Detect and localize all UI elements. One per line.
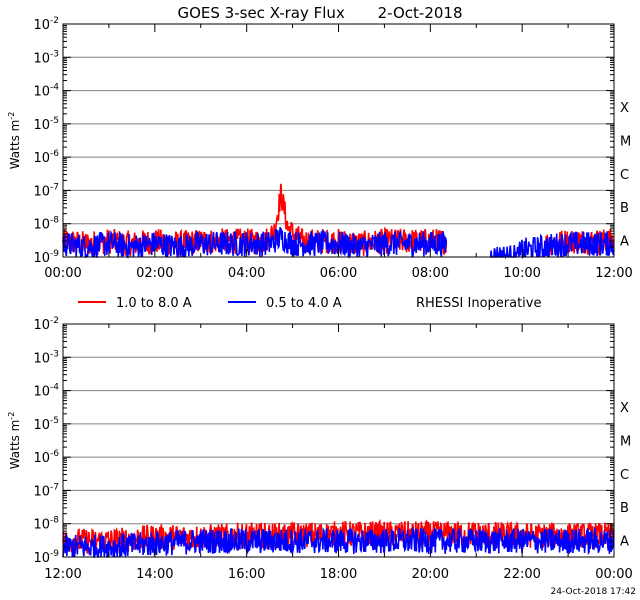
footer-timestamp: 24-Oct-2018 17:42	[551, 587, 636, 597]
x-tick-label: 06:00	[320, 266, 357, 281]
y-tick-exponent: -9	[50, 549, 59, 559]
x-tick-label: 16:00	[228, 567, 265, 582]
x-tick-label: 04:00	[228, 266, 265, 281]
y-tick-label: 10-5	[33, 116, 59, 133]
legend-label-long: 1.0 to 8.0 A	[116, 296, 192, 311]
x-tick-label: 12:00	[595, 266, 632, 281]
y-tick-label: 10-7	[33, 182, 59, 199]
y-tick-label: 10-3	[33, 49, 59, 66]
y-tick-label: 10-9	[33, 249, 59, 266]
y-tick-exponent: -3	[50, 349, 59, 359]
y-tick-mantissa: 10	[33, 18, 50, 33]
y-tick-exponent: -7	[50, 482, 59, 492]
flare-class-label: C	[620, 168, 629, 183]
y-axis-label-exponent: -2	[7, 412, 16, 420]
y-tick-mantissa: 10	[33, 184, 50, 199]
x-tick-label: 20:00	[412, 567, 449, 582]
y-tick-mantissa: 10	[33, 318, 50, 333]
y-tick-exponent: -9	[50, 249, 59, 259]
y-tick-exponent: -6	[50, 149, 59, 159]
y-tick-label: 10-4	[33, 383, 59, 400]
y-tick-exponent: -8	[50, 516, 59, 526]
x-tick-label: 12:00	[44, 567, 81, 582]
y-axis-label: Watts m-2	[7, 112, 22, 170]
y-tick-mantissa: 10	[33, 351, 50, 366]
legend-note: RHESSI Inoperative	[416, 296, 541, 311]
y-tick-label: 10-6	[33, 449, 59, 466]
plot-panel-bottom: 10-210-310-410-510-610-710-810-912:00 14:…	[7, 316, 633, 582]
x-tick-label: 10:00	[503, 266, 540, 281]
y-tick-label: 10-4	[33, 83, 59, 100]
flare-class-label: M	[620, 435, 631, 450]
y-tick-exponent: -6	[50, 449, 59, 459]
flare-class-label: X	[620, 101, 629, 116]
y-tick-label: 10-9	[33, 549, 59, 566]
plot-panel-top: 10-210-310-410-510-610-710-810-900:00 02:…	[7, 16, 633, 281]
title-main: GOES 3-sec X-ray Flux	[177, 4, 344, 22]
y-tick-label: 10-2	[33, 316, 59, 333]
flare-class-label: A	[620, 234, 629, 249]
y-axis-label-exponent: -2	[7, 112, 16, 120]
y-tick-label: 10-3	[33, 349, 59, 366]
x-tick-label: 02:00	[136, 266, 173, 281]
x-tick-label: 14:00	[136, 567, 173, 582]
y-axis-label: Watts m-2	[7, 412, 22, 470]
chart-title: GOES 3-sec X-ray Flux 2-Oct-2018	[177, 4, 462, 22]
y-tick-label: 10-6	[33, 149, 59, 166]
y-tick-label: 10-8	[33, 516, 59, 533]
y-tick-mantissa: 10	[33, 484, 50, 499]
y-tick-mantissa: 10	[33, 451, 50, 466]
x-tick-label: 00:00	[595, 567, 632, 582]
flare-class-label: M	[620, 135, 631, 150]
y-tick-mantissa: 10	[33, 551, 50, 566]
y-tick-mantissa: 10	[33, 118, 50, 133]
y-tick-mantissa: 10	[33, 85, 50, 100]
title-date: 2-Oct-2018	[378, 4, 463, 22]
y-tick-label: 10-2	[33, 16, 59, 33]
y-tick-exponent: -4	[50, 383, 59, 393]
flare-class-label: X	[620, 401, 629, 416]
y-tick-exponent: -7	[50, 182, 59, 192]
y-tick-mantissa: 10	[33, 151, 50, 166]
y-tick-exponent: -4	[50, 83, 59, 93]
x-tick-label: 00:00	[44, 266, 81, 281]
y-tick-label: 10-8	[33, 216, 59, 233]
y-tick-label: 10-7	[33, 482, 59, 499]
flare-class-label: B	[620, 501, 629, 516]
y-tick-mantissa: 10	[33, 518, 50, 533]
y-tick-exponent: -3	[50, 49, 59, 59]
flare-class-label: B	[620, 201, 629, 216]
y-tick-exponent: -2	[50, 316, 59, 326]
flare-class-label: A	[620, 534, 629, 549]
series-line-short	[489, 231, 615, 260]
x-tick-label: 08:00	[412, 266, 449, 281]
y-axis-label-unit: Watts m	[8, 120, 22, 170]
y-tick-mantissa: 10	[33, 218, 50, 233]
x-tick-label: 22:00	[503, 567, 540, 582]
y-tick-mantissa: 10	[33, 418, 50, 433]
x-tick-label: 18:00	[320, 567, 357, 582]
legend: 1.0 to 8.0 A 0.5 to 4.0 A RHESSI Inopera…	[78, 296, 541, 311]
y-tick-mantissa: 10	[33, 385, 50, 400]
y-tick-label: 10-5	[33, 416, 59, 433]
y-tick-exponent: -2	[50, 16, 59, 26]
y-tick-mantissa: 10	[33, 51, 50, 66]
y-axis-label-unit: Watts m	[8, 420, 22, 470]
series-line-short	[62, 226, 448, 260]
y-tick-exponent: -5	[50, 416, 59, 426]
y-tick-exponent: -5	[50, 116, 59, 126]
y-tick-mantissa: 10	[33, 251, 50, 266]
legend-label-short: 0.5 to 4.0 A	[266, 296, 342, 311]
flare-class-label: C	[620, 468, 629, 483]
y-tick-exponent: -8	[50, 216, 59, 226]
